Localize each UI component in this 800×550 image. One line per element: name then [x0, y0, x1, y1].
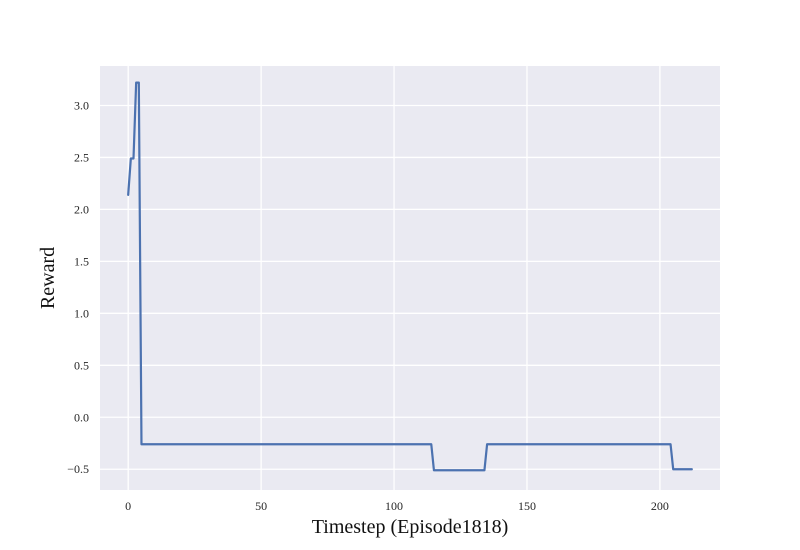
y-tick-label: 1.5 [74, 254, 89, 268]
x-tick-label: 0 [125, 499, 131, 513]
data-series [127, 81, 693, 472]
x-tick-label: 200 [651, 499, 669, 513]
plot-area [100, 66, 720, 490]
y-tick-label: 0.5 [74, 358, 89, 372]
y-tick-label: 1.0 [74, 306, 89, 320]
series-line-0 [127, 81, 693, 472]
y-tick-label: 0.0 [74, 410, 89, 424]
grid-lines [100, 66, 720, 490]
x-axis-title: Timestep (Episode1818) [312, 516, 508, 538]
y-tick-label: −0.5 [67, 462, 89, 476]
y-axis-title: Reward [37, 247, 59, 309]
x-tick-label: 100 [385, 499, 403, 513]
x-tick-label: 150 [518, 499, 536, 513]
y-tick-label: 3.0 [74, 98, 89, 112]
tick-labels: 0 50 100 150 200 −0.5 0.0 0.5 1.0 1.5 2.0 2.5 3.0 [67, 98, 669, 513]
x-tick-label: 50 [255, 499, 267, 513]
y-tick-label: 2.0 [74, 202, 89, 216]
y-tick-label: 2.5 [74, 150, 89, 164]
